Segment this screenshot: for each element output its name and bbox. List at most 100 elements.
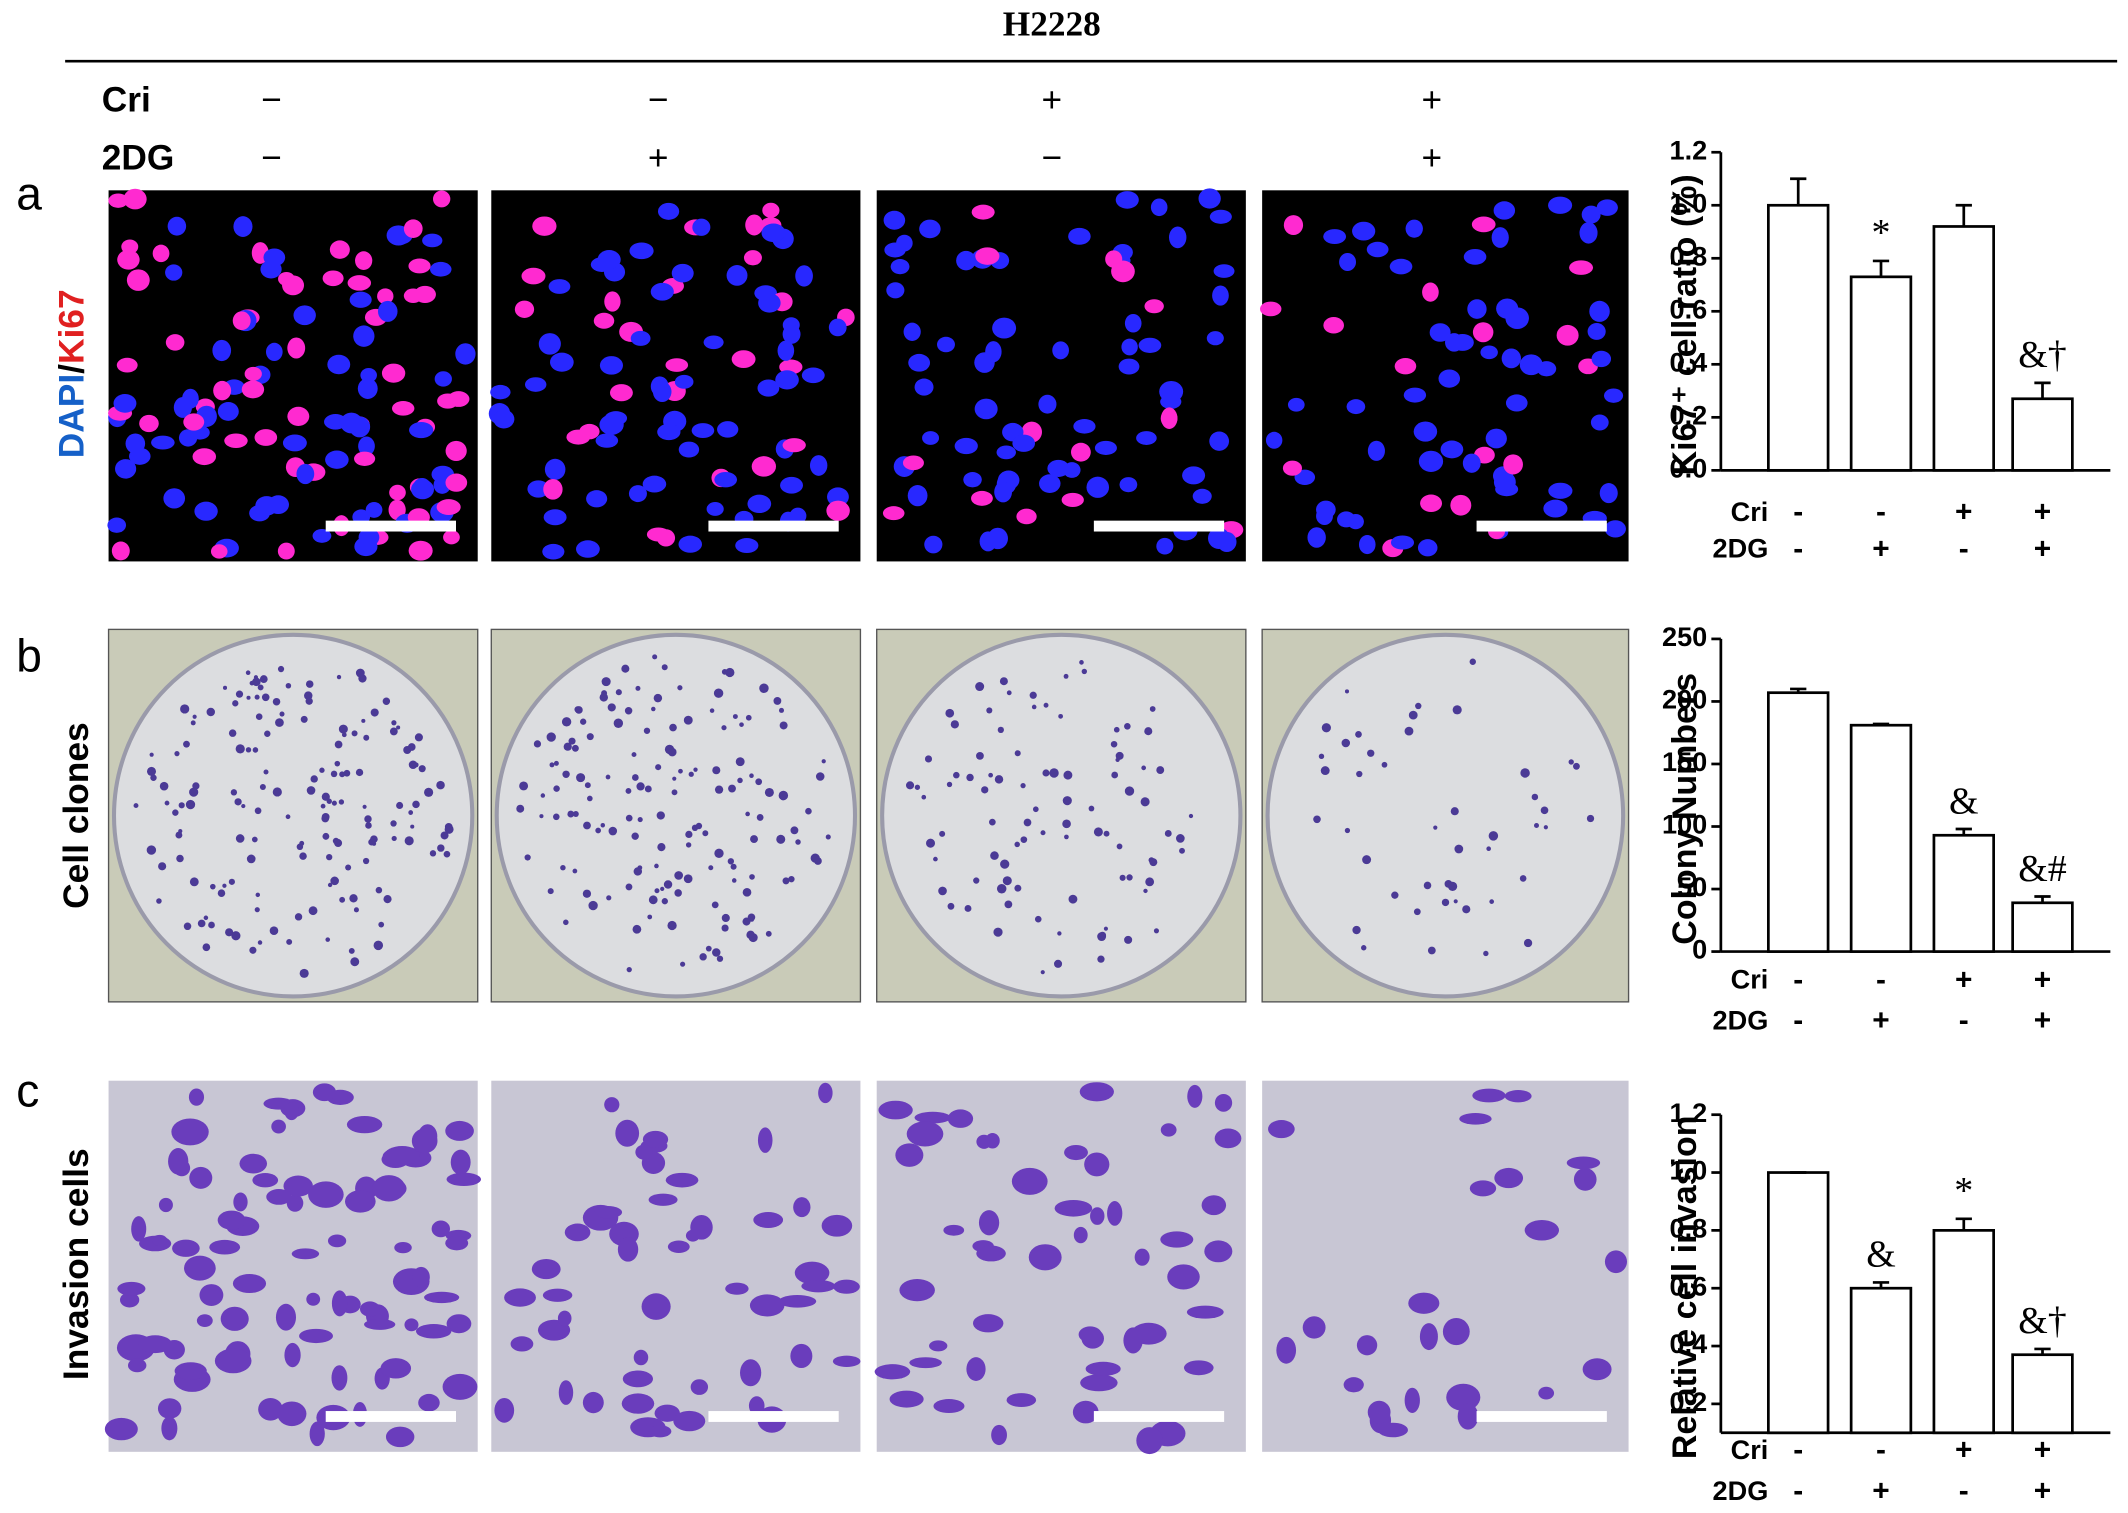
panel-label: Invasion cells (57, 1148, 96, 1380)
colony (308, 906, 318, 916)
invaded-cell (1134, 1248, 1150, 1266)
nucleus (1556, 324, 1579, 346)
nucleus (1413, 421, 1438, 442)
nucleus (971, 204, 995, 220)
nucleus (745, 214, 764, 236)
nucleus (514, 300, 535, 318)
colony (739, 722, 744, 727)
invaded-cell (976, 1245, 1006, 1262)
colony (353, 907, 359, 913)
nucleus (1472, 322, 1494, 343)
nucleus (827, 487, 849, 507)
colony (572, 868, 578, 874)
invaded-cell (346, 1115, 383, 1134)
colony (440, 831, 449, 840)
invaded-cell (1085, 1361, 1121, 1376)
colony (651, 706, 656, 712)
invaded-cell (1494, 1167, 1524, 1189)
colony (976, 751, 984, 760)
invaded-cell (127, 1358, 147, 1373)
nucleus (597, 250, 621, 270)
nucleus (566, 429, 591, 445)
colony (587, 795, 593, 802)
condition-value: - (1793, 1004, 1803, 1037)
colony (1586, 814, 1595, 823)
nucleus (809, 455, 828, 476)
colony (183, 740, 190, 748)
nucleus (429, 261, 452, 277)
colony (519, 781, 529, 791)
nucleus (381, 363, 406, 383)
condition-label: 2DG (102, 139, 175, 178)
colony (516, 804, 525, 813)
colony (1040, 970, 1045, 975)
invaded-cell (138, 1335, 173, 1354)
colony (945, 708, 955, 718)
colony (202, 943, 211, 952)
invaded-cell (1123, 1327, 1143, 1354)
colony (330, 770, 338, 778)
colony (180, 704, 190, 714)
colony (349, 894, 358, 903)
condition-value: + (2034, 1474, 2051, 1507)
colony (1145, 877, 1155, 887)
colony (647, 914, 653, 920)
invaded-cell (1183, 1360, 1214, 1376)
nucleus (1440, 440, 1464, 459)
nucleus (1394, 357, 1417, 375)
colony (246, 854, 256, 864)
y-tick-label: 250 (1662, 621, 1707, 652)
nucleus (1316, 500, 1336, 519)
colony (222, 685, 228, 690)
invaded-cell (1136, 1427, 1163, 1455)
invaded-cell (966, 1357, 986, 1381)
invaded-cell (385, 1426, 415, 1448)
invaded-cell (266, 1189, 292, 1205)
colony (255, 892, 261, 898)
invaded-cell (1404, 1387, 1420, 1414)
condition-value: + (1872, 1004, 1889, 1037)
colony (631, 832, 639, 840)
invaded-cell (1214, 1093, 1233, 1112)
colony (805, 807, 812, 815)
condition-value: - (1959, 532, 1969, 565)
colony (235, 690, 244, 698)
colony (938, 886, 947, 896)
nucleus (365, 502, 383, 518)
colony (178, 802, 185, 809)
nucleus (173, 397, 192, 418)
colony (1126, 874, 1133, 881)
invaded-cell (252, 1173, 279, 1188)
colony (553, 813, 560, 821)
nucleus (975, 247, 1000, 265)
bar (1849, 275, 1913, 472)
nucleus (963, 472, 982, 488)
invaded-cell (1028, 1244, 1062, 1271)
colony (310, 775, 318, 783)
colony (625, 788, 632, 794)
y-tick-label: 1.2 (1670, 1097, 1708, 1128)
colony (254, 907, 260, 913)
invaded-cell (380, 1358, 412, 1379)
invaded-cell (690, 1214, 713, 1240)
colony (702, 830, 709, 837)
nucleus (1467, 299, 1487, 319)
colony (245, 670, 251, 676)
nucleus (403, 219, 423, 238)
nucleus (604, 411, 628, 426)
colony (563, 919, 569, 926)
colony (1032, 806, 1039, 813)
colony (230, 789, 238, 796)
nucleus (762, 202, 780, 218)
invaded-cell (1472, 1088, 1506, 1103)
bar (1932, 833, 1996, 953)
nucleus (826, 500, 850, 521)
colony (222, 883, 227, 888)
colony (1489, 899, 1495, 904)
colony (348, 947, 355, 954)
nucleus (391, 401, 415, 416)
condition-label: 2DG (1713, 533, 1769, 564)
nucleus (919, 219, 941, 239)
y-tick-label: 1.0 (1670, 1155, 1708, 1186)
scale-bar (708, 1411, 839, 1422)
